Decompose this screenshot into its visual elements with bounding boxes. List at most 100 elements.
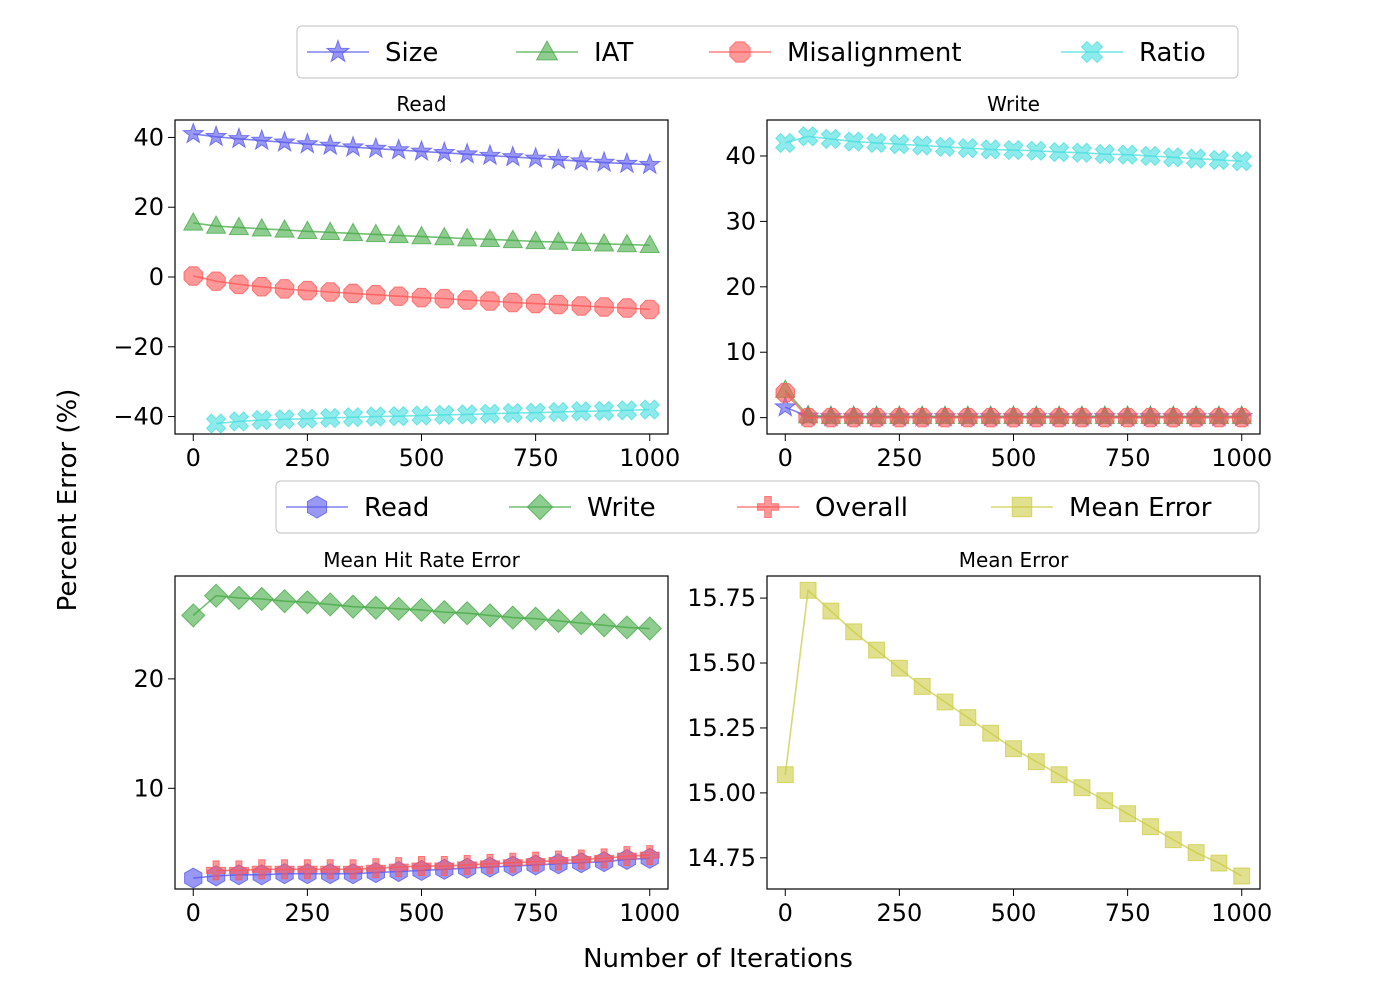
legend-label: Read — [364, 493, 429, 523]
data-point-iat — [548, 231, 569, 250]
data-point-ratio — [1071, 142, 1093, 163]
data-point-ratio — [274, 409, 295, 430]
series-mean-error — [776, 581, 1251, 885]
data-point-overall — [251, 859, 272, 880]
legend-marker-ratio — [1080, 40, 1104, 64]
data-point-misalignment — [912, 407, 932, 428]
data-point-misalignment — [980, 407, 1001, 428]
data-point-ratio — [866, 132, 887, 154]
plot-frame — [174, 119, 669, 435]
data-point-misalignment — [958, 407, 978, 428]
data-point-ratio — [320, 407, 341, 429]
data-point-write — [181, 603, 206, 628]
data-point-ratio — [548, 401, 569, 423]
data-point-ratio — [456, 404, 478, 425]
data-point-misalignment — [798, 407, 818, 428]
x-tick-label: 1000 — [1211, 899, 1272, 927]
data-point-misalignment — [775, 383, 796, 403]
data-point-mean-error — [1050, 766, 1068, 784]
data-point-misalignment — [480, 291, 500, 311]
data-point-ratio — [912, 135, 933, 156]
y-tick-label: 14.75 — [687, 844, 756, 872]
legend-label: Write — [587, 493, 656, 523]
legend-entry-iat: IAT — [516, 38, 633, 68]
data-point-size — [773, 395, 797, 417]
data-point-misalignment — [1186, 407, 1206, 428]
data-point-misalignment — [206, 271, 226, 291]
data-point-ratio — [820, 128, 842, 150]
x-tick-label: 500 — [399, 899, 445, 927]
data-point-mean-error — [1141, 818, 1159, 836]
data-point-ratio — [205, 413, 227, 434]
data-point-overall — [320, 859, 341, 880]
legend-entry-read: Read — [286, 493, 429, 523]
y-tick-label: 15.00 — [687, 779, 756, 807]
legend-entry-misalignment: Misalignment — [709, 38, 962, 68]
data-point-misalignment — [617, 298, 637, 318]
data-point-misalignment — [183, 266, 203, 286]
data-point-misalignment — [274, 279, 295, 299]
x-tick-label: 1000 — [619, 444, 680, 472]
data-point-ratio — [593, 400, 615, 422]
data-point-write — [637, 616, 662, 641]
data-point-ratio — [639, 399, 660, 420]
data-point-ratio — [1163, 147, 1184, 168]
data-point-mean-error — [1210, 854, 1228, 872]
legend-marker-mean-error — [1011, 496, 1033, 518]
plot-frame — [766, 575, 1261, 890]
data-point-size — [387, 137, 411, 160]
data-point-iat — [274, 218, 295, 238]
y-tick-label: 15.50 — [687, 649, 756, 677]
legend-label: Overall — [815, 493, 908, 523]
x-tick-label: 750 — [513, 899, 559, 927]
data-point-misalignment — [889, 407, 910, 428]
y-tick-label: 0 — [741, 404, 756, 432]
data-point-overall — [228, 860, 249, 881]
data-point-ratio — [1231, 151, 1252, 172]
x-axis-label: Number of Iterations — [583, 944, 853, 974]
panel-mean-error: Mean Error 0 250 500 750 1000 14.75 15.00 15.25 1… — [687, 548, 1272, 927]
panel-title: Read — [396, 92, 446, 116]
data-point-misalignment — [366, 285, 386, 305]
data-point-write — [500, 605, 526, 630]
data-point-ratio — [571, 401, 592, 422]
data-point-size — [569, 149, 593, 171]
legend-entry-ratio: Ratio — [1061, 38, 1206, 68]
data-point-write — [249, 586, 274, 612]
data-point-misalignment — [343, 283, 363, 304]
data-point-misalignment — [1231, 407, 1252, 428]
data-point-ratio — [502, 402, 523, 424]
data-point-mean-error — [845, 623, 863, 641]
data-point-write — [477, 603, 503, 628]
data-point-size — [204, 124, 228, 147]
data-point-write — [614, 615, 640, 640]
data-point-ratio — [1048, 141, 1070, 163]
data-point-iat — [525, 230, 546, 250]
data-point-misalignment — [525, 293, 546, 314]
data-point-mean-error — [1233, 867, 1251, 885]
legend-entry-overall: Overall — [737, 493, 908, 523]
data-point-ratio — [411, 405, 432, 426]
plot-frame — [766, 119, 1261, 435]
x-tick-label: 750 — [1105, 899, 1151, 927]
y-tick-label: 30 — [725, 207, 756, 235]
data-point-misalignment — [548, 294, 569, 315]
y-axis-label: Percent Error (%) — [53, 389, 83, 612]
data-point-iat — [639, 234, 661, 253]
panel-title: Mean Hit Rate Error — [323, 548, 520, 572]
legend-label: Misalignment — [787, 38, 962, 68]
panel-mean-hit-rate-error: Mean Hit Rate Error 0 250 500 750 1000 10 20 — [133, 548, 680, 927]
panel-title: Write — [987, 92, 1040, 116]
data-point-misalignment — [1209, 407, 1229, 428]
data-point-size — [524, 146, 548, 169]
data-point-overall — [365, 858, 386, 879]
data-point-iat — [593, 232, 615, 252]
data-point-write — [454, 601, 480, 626]
data-point-misalignment — [1117, 407, 1138, 428]
series-write — [181, 583, 662, 641]
data-point-write — [317, 592, 343, 617]
series-iat — [182, 211, 661, 253]
data-point-ratio — [479, 403, 501, 424]
legend-marker-read — [306, 495, 328, 519]
